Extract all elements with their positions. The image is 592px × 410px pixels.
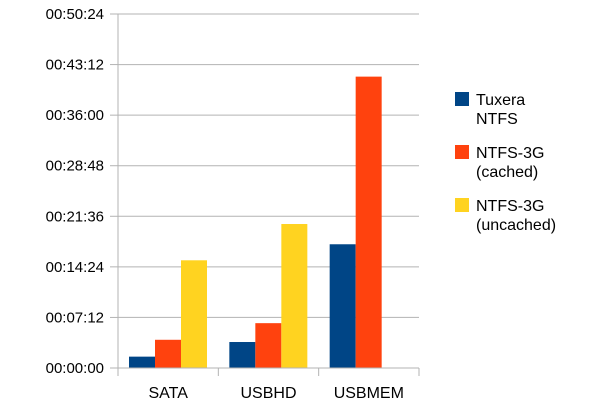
y-tick-label: 00:14:24 bbox=[46, 259, 104, 276]
bar bbox=[229, 342, 256, 368]
bars bbox=[129, 76, 382, 368]
bar bbox=[155, 339, 181, 368]
y-tick-label: 00:50:24 bbox=[46, 6, 104, 23]
y-tick-label: 00:43:12 bbox=[46, 57, 104, 74]
legend-swatch bbox=[455, 198, 469, 212]
legend-label: NTFS-3G (cached) bbox=[476, 145, 544, 181]
y-tick-label: 00:21:36 bbox=[46, 208, 104, 225]
y-tick-label: 00:36:00 bbox=[46, 107, 104, 124]
y-tick-label: 00:07:12 bbox=[46, 309, 104, 326]
legend-label: NTFS-3G (uncached) bbox=[476, 198, 556, 234]
axes bbox=[117, 14, 420, 376]
x-category-labels: SATA USBHD USBMEM bbox=[148, 385, 403, 402]
bar bbox=[355, 76, 382, 368]
bar bbox=[255, 323, 282, 368]
legend: Tuxera NTFS NTFS-3G (cached) NTFS-3G (uncache… bbox=[455, 92, 556, 234]
x-category-label: SATA bbox=[148, 385, 188, 402]
bar bbox=[181, 260, 207, 368]
legend-swatch bbox=[455, 92, 469, 106]
bar bbox=[281, 224, 308, 368]
legend-swatch bbox=[455, 145, 469, 159]
y-tick-label: 00:28:48 bbox=[46, 158, 104, 175]
y-tick-label: 00:00:00 bbox=[46, 360, 104, 377]
x-category-label: USBHD bbox=[240, 385, 296, 402]
bar bbox=[329, 244, 356, 368]
bar bbox=[129, 356, 155, 368]
y-tick-labels: 00:00:00 00:07:12 00:14:24 00:21:36 00:28:48… bbox=[46, 6, 104, 377]
legend-label: Tuxera NTFS bbox=[476, 92, 525, 128]
x-category-label: USBMEM bbox=[334, 385, 404, 402]
